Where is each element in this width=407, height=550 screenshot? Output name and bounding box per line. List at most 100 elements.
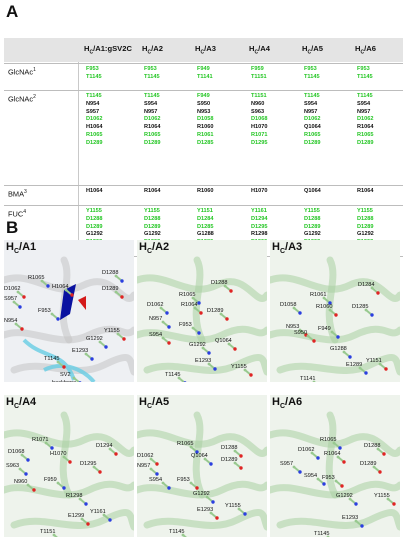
residue-cell: Q1064: [304, 124, 321, 131]
residue-cell: R1064: [144, 124, 161, 131]
structure-panel: HC/A3 R1061 D1284 D1058 R1060 D1285 N953 F949 S9…: [270, 240, 400, 382]
residue-cell: G1292: [144, 231, 161, 238]
residue-cell: D1284: [197, 215, 214, 222]
residue-stick: [56, 360, 66, 369]
residue-label: Y1151: [366, 358, 382, 364]
residue-label: N954: [4, 318, 18, 324]
residue-label: Y1155: [225, 503, 241, 509]
residue-label: R1065: [320, 437, 337, 443]
residue-stick: [316, 477, 326, 486]
residue-stick: [50, 312, 60, 321]
residue-stick: [326, 535, 330, 537]
residue-cell: D1289: [86, 139, 103, 146]
residue-cell: D1058: [197, 116, 214, 123]
structure-illustration: [4, 411, 134, 537]
residue-cell: Y1161: [251, 208, 267, 214]
residue-label: G1292: [336, 493, 353, 499]
residue-stick: [191, 296, 201, 305]
residue-cell: G1292: [357, 231, 374, 238]
residue-stick: [386, 497, 396, 506]
structure-panel: HC/A6 R1065 D1288 D1062 R1064 S957 D1289 S954 F9…: [270, 395, 400, 537]
residue-stick: [161, 320, 171, 329]
residue-label: E1293: [197, 507, 214, 513]
panel-a-letter: A: [6, 2, 19, 21]
residue-stick: [233, 461, 243, 470]
residue-label: E1289: [346, 362, 363, 368]
residue-cell: R1064: [357, 188, 374, 194]
residue-cell: R1065: [144, 132, 161, 138]
residue-cell: D1285: [197, 139, 214, 146]
residue-cell: N953: [197, 108, 211, 115]
residue-stick: [334, 479, 344, 488]
residue-stick: [177, 376, 187, 382]
residue-stick: [16, 290, 26, 299]
protein-ribbon: [4, 274, 134, 302]
residue-cell: Y1151: [197, 208, 213, 214]
residue-label: D1062: [298, 447, 315, 453]
residue-cell: H1070: [251, 124, 268, 131]
protein-ribbon: [137, 325, 267, 344]
residue-cell: T1145: [144, 93, 160, 99]
residue-stick: [376, 447, 386, 456]
residue-cell: D1062: [304, 116, 321, 123]
residue-cell: S963: [251, 108, 265, 115]
residue-stick: [14, 322, 24, 331]
residue-label: R1065: [28, 275, 45, 281]
protein-ribbon: [4, 480, 134, 499]
sv2-backbone-ribbon: [22, 338, 96, 382]
residue-label: D1284: [358, 282, 375, 288]
glycan-sugar-red: [78, 296, 86, 310]
residue-cell: F953: [144, 66, 157, 72]
structure-title: HC/A5: [139, 396, 170, 411]
residue-label: T1151: [40, 529, 56, 535]
residue-label: Y1155: [104, 328, 120, 334]
residue-stick: [12, 300, 22, 309]
row-label: GlcNAc2: [8, 94, 36, 104]
structure-title: HC/A3: [272, 241, 303, 256]
residue-label: F953: [38, 308, 51, 314]
residue-cell: D1289: [144, 139, 161, 146]
residue-stick: [26, 483, 36, 492]
residue-label: SV2: [60, 372, 71, 378]
residue-stick: [40, 279, 50, 288]
residue-cell: D1289: [86, 223, 103, 230]
residue-label: D1062: [4, 286, 21, 292]
column-header: HC/A1:gSV2C: [84, 44, 132, 56]
protein-ribbon: [270, 480, 400, 499]
residue-label: F953: [179, 322, 192, 328]
residue-cell: T1141: [197, 73, 213, 80]
residue-label: R1064: [181, 302, 198, 308]
protein-ribbon: [10, 353, 134, 376]
protein-ribbon: [137, 480, 267, 499]
residue-cell: T1151: [251, 73, 267, 80]
protein-ribbon: [143, 353, 267, 376]
residue-cell: N960: [251, 100, 265, 107]
residue-cell: G1288: [197, 231, 214, 238]
residue-label: D1288: [102, 270, 119, 276]
residue-stick: [237, 507, 247, 516]
residue-label: D1058: [280, 302, 297, 308]
residue-cell: R1060: [197, 188, 214, 194]
row-divider: [4, 63, 403, 64]
residue-stick: [64, 288, 74, 297]
residue-label: T1145: [314, 531, 330, 537]
residue-cell: R1064: [357, 124, 374, 131]
protein-ribbon: [192, 256, 206, 344]
residue-stick: [348, 497, 358, 506]
residue-label: Q1064: [191, 453, 208, 459]
residue-stick: [310, 451, 320, 460]
residue-cell: D1289: [144, 223, 161, 230]
protein-ribbon: [4, 429, 134, 457]
residue-stick: [191, 326, 201, 335]
residue-stick: [62, 455, 72, 464]
residue-stick: [149, 457, 159, 466]
residue-cell: D1062: [86, 116, 103, 123]
residue-label: R1065: [179, 292, 196, 298]
residue-cell: R1065: [304, 132, 321, 138]
residue-stick: [189, 445, 199, 454]
residue-label: G1292: [189, 342, 206, 348]
residue-label: Q1064: [215, 338, 232, 344]
residue-stick: [243, 368, 253, 377]
residue-cell: G1292: [304, 231, 321, 238]
residue-label: backbone: [52, 380, 76, 382]
